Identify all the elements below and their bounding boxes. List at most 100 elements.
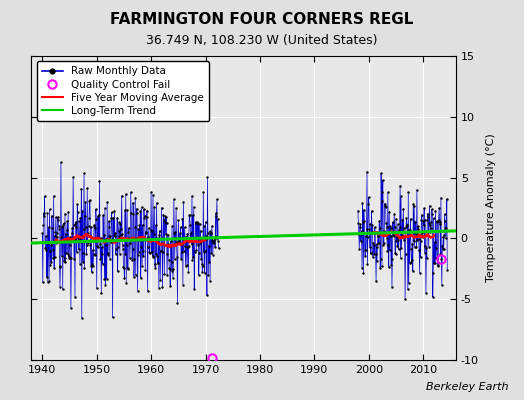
Point (140, 213, 149, 219)
Point (172, 205, 180, 212)
Point (175, 238, 183, 244)
Point (179, 199, 188, 205)
Point (205, 228, 214, 234)
Point (424, 244, 433, 250)
Point (421, 216, 429, 223)
Point (116, 232, 125, 239)
Point (378, 263, 386, 269)
Point (401, 250, 410, 257)
Point (359, 218, 367, 225)
Point (136, 208, 145, 214)
Point (103, 252, 112, 258)
Point (389, 232, 398, 238)
Point (414, 236, 423, 242)
Point (80, 264, 89, 271)
Point (159, 249, 167, 256)
Point (423, 255, 431, 261)
Point (117, 226, 125, 232)
Point (399, 228, 407, 234)
Point (161, 213, 169, 220)
Point (179, 282, 187, 288)
Point (423, 217, 431, 223)
Point (370, 251, 378, 258)
Point (43, 278, 52, 285)
Point (436, 194, 445, 201)
Point (133, 206, 141, 212)
Point (182, 243, 191, 250)
Y-axis label: Temperature Anomaly (°C): Temperature Anomaly (°C) (486, 134, 496, 282)
Point (121, 251, 129, 257)
Point (407, 258, 416, 265)
Point (77, 186, 85, 192)
Point (56, 284, 64, 290)
Point (369, 240, 377, 246)
Point (194, 272, 203, 278)
Point (440, 232, 448, 238)
Point (63, 250, 72, 257)
Point (118, 231, 126, 238)
Point (180, 224, 189, 230)
Point (376, 225, 384, 231)
Point (138, 222, 147, 228)
Point (412, 230, 420, 237)
Point (53, 230, 61, 236)
Point (103, 276, 111, 282)
Point (427, 224, 435, 231)
Point (187, 230, 195, 236)
Point (42, 233, 50, 239)
Point (181, 243, 189, 249)
Point (424, 214, 432, 220)
Point (64, 209, 72, 216)
Point (60, 258, 68, 264)
Point (89, 263, 97, 270)
Point (45, 278, 53, 284)
Point (140, 206, 148, 212)
Point (371, 230, 379, 236)
Point (430, 239, 439, 246)
Point (135, 249, 143, 256)
Point (397, 193, 405, 199)
Point (160, 219, 169, 226)
Point (441, 218, 449, 224)
Point (213, 235, 222, 242)
Point (389, 232, 398, 239)
Point (162, 219, 171, 226)
Point (170, 196, 178, 203)
Point (107, 209, 116, 216)
Point (83, 185, 91, 192)
Point (115, 233, 124, 239)
Point (108, 236, 116, 242)
Point (408, 256, 416, 263)
Point (157, 248, 165, 254)
Point (102, 235, 111, 242)
Point (214, 245, 223, 252)
Point (122, 280, 130, 286)
Point (62, 250, 71, 256)
Point (404, 189, 412, 196)
Point (196, 240, 204, 246)
Point (72, 224, 81, 230)
Point (165, 256, 173, 263)
Point (80, 170, 88, 176)
Point (132, 234, 140, 241)
Point (90, 222, 99, 229)
Point (70, 236, 79, 243)
Point (170, 256, 179, 262)
Point (417, 237, 425, 244)
Point (107, 215, 115, 221)
Point (388, 284, 396, 290)
Point (174, 240, 182, 246)
Point (361, 253, 369, 260)
Point (390, 211, 398, 217)
Point (137, 204, 146, 210)
Point (362, 247, 370, 253)
Point (368, 229, 376, 235)
Point (141, 229, 150, 235)
Point (130, 255, 138, 262)
Point (420, 222, 428, 228)
Point (120, 275, 128, 281)
Point (44, 240, 52, 246)
Point (130, 274, 138, 280)
Point (412, 244, 421, 250)
Point (87, 224, 95, 230)
